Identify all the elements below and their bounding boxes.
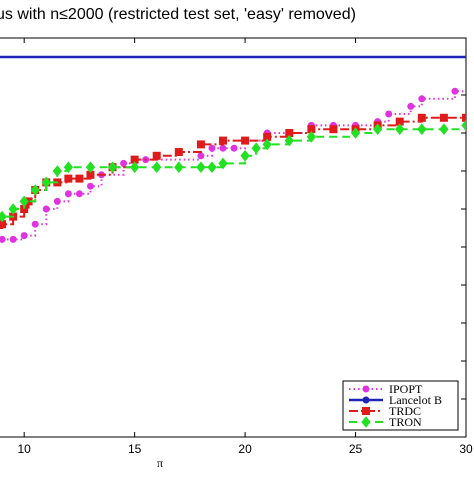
data-point-trdc	[75, 174, 84, 183]
legend-label-ipopt: IPOPT	[389, 382, 423, 396]
data-point-trdc	[417, 113, 426, 122]
data-point-trdc	[152, 151, 161, 160]
data-point-tron	[395, 123, 405, 136]
data-point-ipopt	[385, 110, 393, 118]
data-point-tron	[417, 123, 427, 136]
data-point-trdc	[439, 113, 448, 122]
data-point-ipopt	[418, 95, 426, 103]
data-point-tron	[85, 161, 96, 174]
series-line-trdc	[0, 116, 466, 229]
data-point-tron	[19, 195, 29, 208]
data-point-trdc	[219, 136, 227, 145]
chart-title: us with n≤2000 (restricted test set, 'ea…	[0, 6, 356, 23]
data-point-ipopt	[86, 182, 94, 190]
data-point-tron	[461, 119, 466, 132]
data-point-trdc	[329, 125, 338, 134]
data-point-tron	[196, 161, 206, 174]
legend-label-trdc: TRDC	[389, 404, 421, 418]
data-point-ipopt	[42, 205, 50, 213]
data-point-tron	[63, 161, 74, 174]
data-point-ipopt	[407, 102, 415, 110]
data-point-trdc	[196, 140, 205, 149]
data-point-ipopt	[31, 220, 39, 228]
data-point-trdc	[462, 113, 466, 122]
data-point-tron	[218, 157, 228, 170]
data-point-ipopt	[230, 144, 238, 152]
x-tick-label: 20	[238, 442, 252, 456]
data-point-ipopt	[64, 190, 72, 198]
x-tick-label: 10	[18, 442, 32, 456]
data-point-tron	[174, 161, 184, 174]
data-point-tron	[129, 161, 140, 174]
data-point-tron	[207, 161, 217, 174]
data-point-tron	[306, 130, 317, 143]
data-point-tron	[240, 149, 250, 162]
data-point-trdc	[64, 174, 73, 183]
data-point-tron	[251, 142, 261, 155]
data-point-tron	[0, 210, 7, 223]
data-point-ipopt	[53, 197, 61, 205]
plot-frame	[0, 37, 467, 438]
data-point-ipopt	[197, 152, 205, 160]
data-point-ipopt	[451, 87, 459, 95]
data-point-tron	[439, 123, 449, 136]
data-point-ipopt	[208, 144, 216, 152]
legend-label-lancelot-b: Lancelot B	[389, 393, 442, 407]
legend-marker-ipopt	[362, 385, 370, 393]
data-point-trdc	[174, 148, 183, 156]
data-point-ipopt	[9, 235, 17, 243]
data-point-ipopt	[219, 144, 227, 152]
x-tick-label: 25	[349, 442, 363, 456]
data-point-tron	[262, 138, 272, 151]
series-layer	[0, 55, 466, 243]
data-point-tron	[8, 203, 18, 215]
x-tick-label: 30	[459, 442, 473, 456]
data-point-tron	[152, 161, 162, 174]
legend-marker-trdc	[362, 407, 370, 415]
legend-marker-lancelot-b	[362, 396, 370, 404]
data-point-tron	[107, 161, 118, 174]
legend-marker-tron	[361, 416, 371, 428]
data-point-ipopt	[120, 159, 128, 167]
data-point-tron	[52, 165, 62, 177]
data-point-trdc	[0, 220, 7, 229]
data-point-ipopt	[20, 232, 28, 240]
data-point-tron	[372, 123, 383, 136]
data-point-tron	[350, 127, 361, 139]
data-point-ipopt	[0, 235, 6, 243]
x-tick-label: 15	[128, 442, 142, 456]
legend-label-tron: TRON	[389, 415, 422, 429]
x-axis-label: π	[157, 456, 164, 470]
data-point-ipopt	[75, 190, 83, 198]
series-line-tron	[0, 124, 466, 218]
data-point-tron	[30, 184, 40, 196]
data-point-trdc	[241, 136, 250, 145]
data-point-tron	[41, 176, 51, 189]
data-point-tron	[284, 134, 294, 147]
